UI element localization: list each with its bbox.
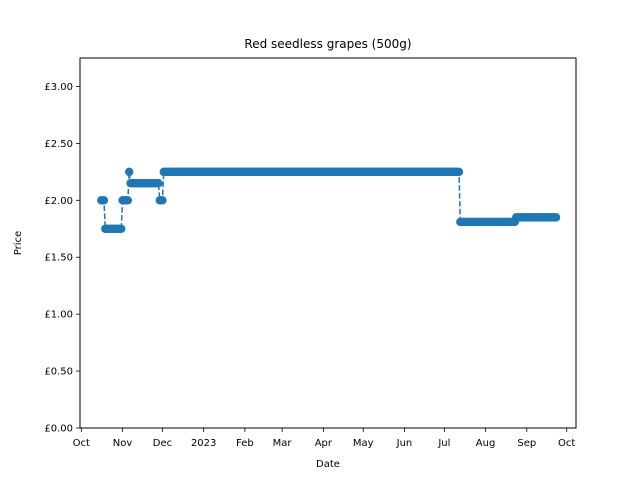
- y-tick-label: £1.50: [44, 253, 73, 264]
- x-tick-label: Jun: [396, 438, 413, 449]
- price-point: [154, 179, 163, 188]
- plot-frame: [79, 57, 577, 429]
- y-tick-label: £0.50: [44, 367, 73, 378]
- y-tick-label: £2.00: [44, 196, 73, 207]
- y-axis-label: Price: [13, 231, 24, 255]
- y-tick-label: £1.00: [44, 310, 73, 321]
- x-tick-label: Aug: [476, 438, 496, 449]
- x-tick-label: Oct: [73, 438, 90, 449]
- price-point: [125, 167, 134, 177]
- price-series: [97, 167, 561, 233]
- price-point: [551, 213, 561, 222]
- price-point: [117, 224, 126, 233]
- x-tick-label: Apr: [315, 438, 333, 449]
- y-axis: £0.00 £0.50 £1.00 £1.50 £2.00 £2.50 £3.00: [44, 82, 80, 435]
- price-point: [123, 196, 133, 205]
- price-point: [99, 196, 109, 205]
- x-tick-label: Oct: [558, 438, 575, 449]
- y-tick-label: £2.50: [44, 139, 73, 150]
- x-tick-label: Sep: [517, 438, 536, 449]
- x-tick-label: Nov: [113, 438, 133, 449]
- x-tick-label: Jul: [437, 438, 450, 449]
- x-tick-label: Dec: [153, 438, 172, 449]
- x-tick-label: Feb: [236, 438, 254, 449]
- x-tick-label: 2023: [191, 438, 216, 449]
- price-point: [158, 196, 167, 205]
- x-tick-label: May: [353, 438, 374, 449]
- price-point: [454, 167, 464, 177]
- x-axis-label: Date: [316, 459, 340, 470]
- x-tick-label: Mar: [273, 438, 293, 449]
- y-tick-label: £0.00: [44, 424, 73, 435]
- chart-title: Red seedless grapes (500g): [244, 37, 411, 51]
- y-tick-label: £3.00: [44, 82, 73, 93]
- x-axis: Oct Nov Dec 2023 Feb Mar Apr May Jun Jul Aug Sep Oct: [73, 428, 575, 449]
